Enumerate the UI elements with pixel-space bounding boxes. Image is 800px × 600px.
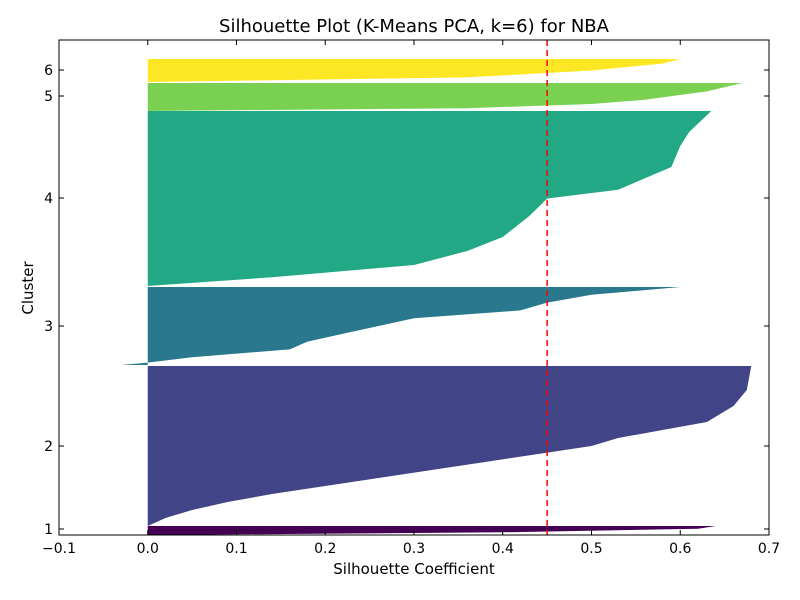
- x-axis-label: Silhouette Coefficient: [333, 560, 495, 578]
- x-tick-label: 0.3: [403, 541, 425, 557]
- x-tick-label: 0.2: [314, 541, 336, 557]
- cluster-2-silhouette: [147, 366, 752, 526]
- y-tick-label: 5: [44, 89, 53, 105]
- y-tick-label: 2: [44, 439, 53, 455]
- x-tick-label: 0.1: [225, 541, 247, 557]
- plot-area: −0.1 0.0 0.1 0.2 0.3 0.4 0.5 0.6 0.7 1 2 3 4 5 6: [42, 39, 780, 557]
- x-tick-label: 0.6: [669, 541, 691, 557]
- y-tick-label: 1: [44, 522, 53, 538]
- y-tick-label: 6: [44, 63, 53, 79]
- cluster-4-silhouette: [147, 111, 712, 286]
- cluster-1-silhouette: [147, 526, 716, 535]
- chart-title: Silhouette Plot (K-Means PCA, k=6) for N…: [219, 16, 610, 37]
- x-tick-label: 0.0: [137, 541, 159, 557]
- x-tick-label: 0.5: [580, 541, 602, 557]
- x-tick-label: −0.1: [42, 541, 76, 557]
- y-tick-label: 4: [44, 191, 53, 207]
- y-tick-label: 3: [44, 319, 53, 335]
- y-axis-label: Cluster: [19, 261, 37, 315]
- x-tick-label: 0.7: [758, 541, 780, 557]
- cluster-3-silhouette: [121, 287, 681, 365]
- cluster-5-silhouette: [147, 83, 743, 111]
- x-tick-label: 0.4: [492, 541, 514, 557]
